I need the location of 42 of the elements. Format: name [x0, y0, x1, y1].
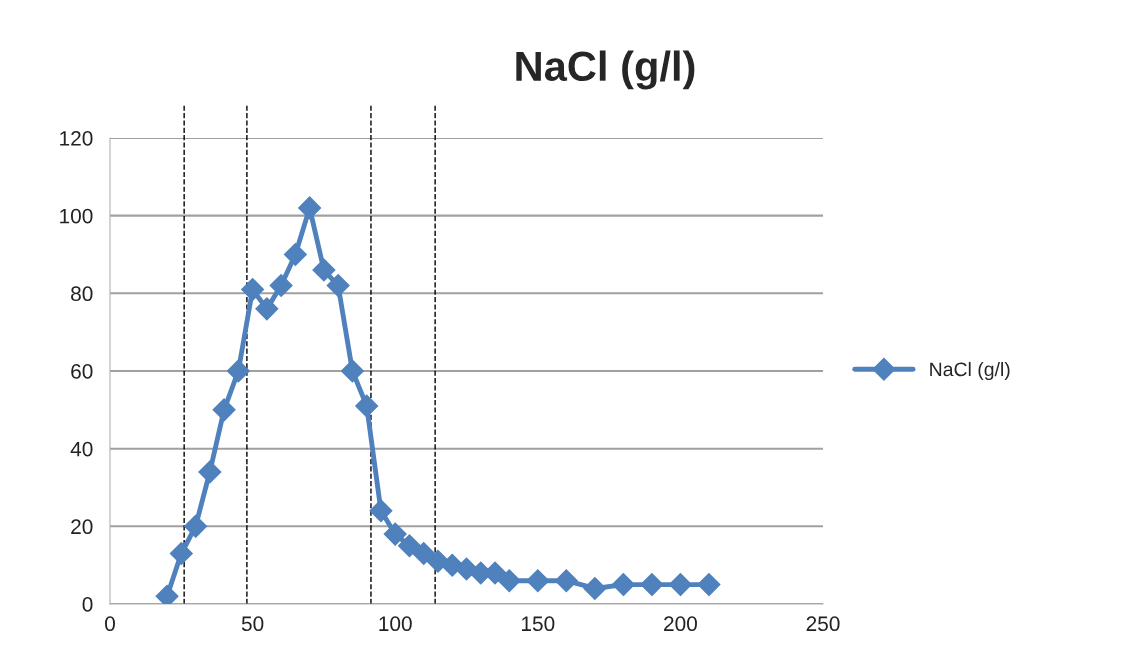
point [226, 359, 250, 383]
point [312, 258, 336, 282]
point [397, 534, 421, 558]
point [298, 196, 322, 220]
point [383, 522, 407, 546]
y-tick-label: 20 [71, 519, 93, 535]
point [184, 514, 208, 538]
point [283, 243, 307, 266]
y-tick-label: 120 [60, 131, 93, 146]
point [326, 274, 350, 298]
y-tick-label: 60 [71, 364, 93, 379]
point [554, 569, 578, 593]
x-tick-label: 150 [522, 616, 555, 632]
point [697, 573, 721, 597]
point [611, 573, 635, 597]
point [355, 394, 379, 418]
legend-label: NaCl (g/l) [930, 361, 1010, 381]
point [497, 569, 521, 593]
point [269, 274, 293, 298]
x-tick-label: 100 [379, 616, 412, 632]
point [583, 576, 607, 600]
y-tick-label: 0 [82, 597, 93, 612]
point [668, 573, 692, 597]
y-tick-label: 100 [60, 208, 93, 224]
point [169, 542, 193, 566]
y-tick-label: 40 [70, 441, 93, 457]
point [412, 542, 436, 566]
point [255, 297, 279, 321]
point [212, 398, 236, 422]
point [640, 573, 664, 597]
x-tick-label: 0 [105, 616, 115, 632]
x-tick-label: 50 [241, 616, 264, 632]
x-tick-label: 200 [664, 616, 697, 632]
point [241, 277, 265, 301]
x-tick-label: 250 [806, 616, 840, 632]
point [369, 499, 393, 523]
chart-title: NaCl (g/l) [516, 50, 695, 90]
point [198, 460, 222, 484]
point [340, 359, 364, 383]
point [526, 569, 550, 593]
point [455, 557, 478, 581]
y-tick-label: 80 [71, 286, 93, 302]
